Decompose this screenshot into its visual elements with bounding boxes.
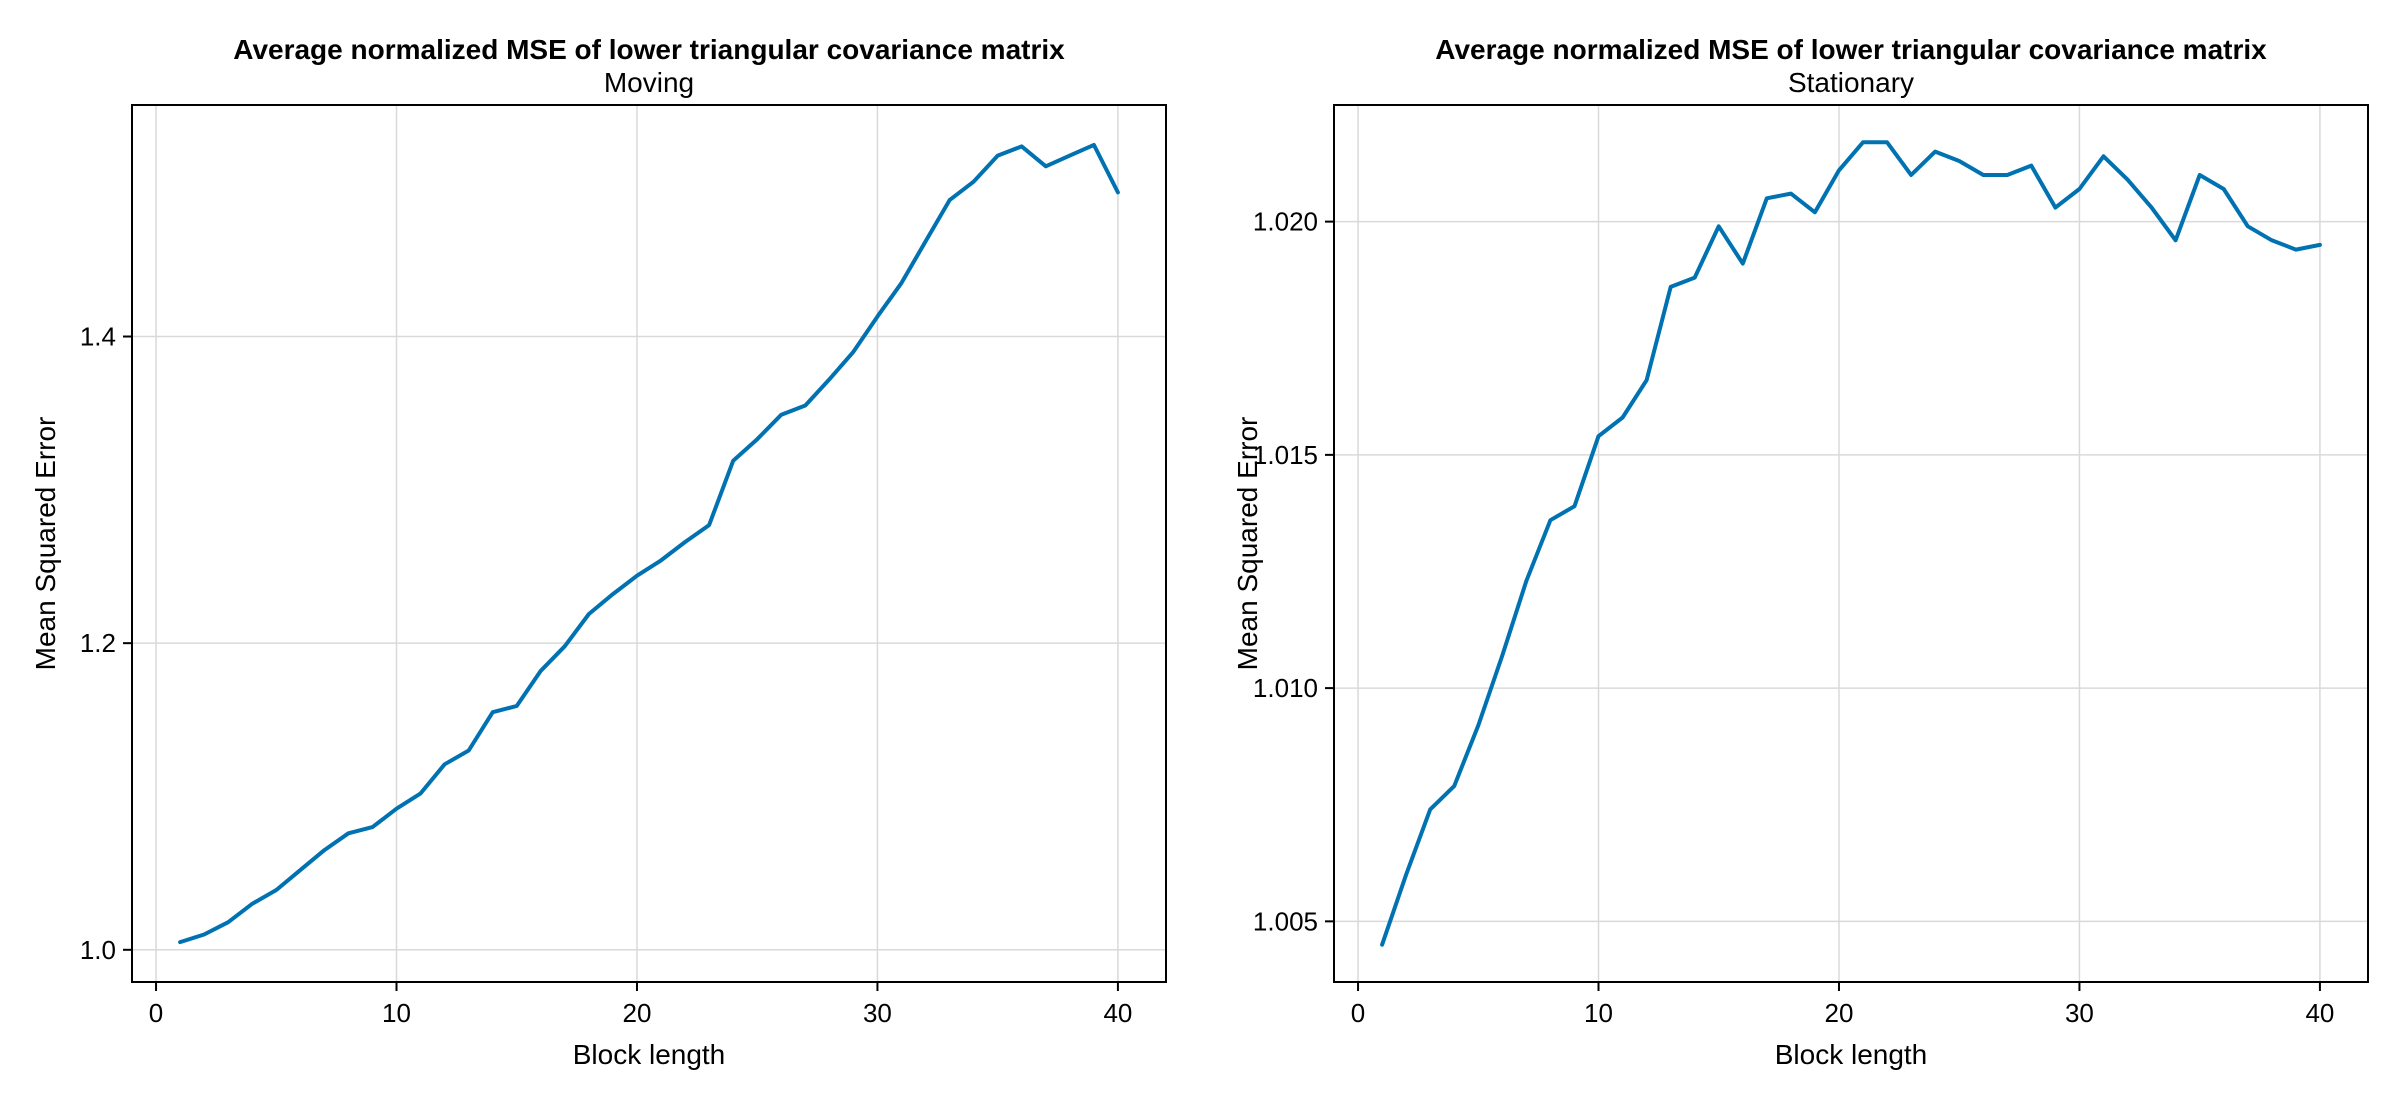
chart-panel-stationary: 0 10 20 30 40 1.005 1.010 1.015 1.020 Average nor…	[1232, 34, 2369, 1070]
x-tick-label: 30	[2065, 998, 2094, 1028]
plot-frame	[131, 104, 1167, 983]
y-tick-label: 1.4	[80, 322, 116, 352]
chart-title: Average normalized MSE of lower triangul…	[233, 34, 1065, 65]
y-tick-label: 1.010	[1253, 673, 1318, 703]
x-tick-label: 20	[1825, 998, 1854, 1028]
x-tick-label: 10	[382, 998, 411, 1028]
y-axis-label: Mean Squared Error	[30, 417, 61, 671]
x-tick-label: 10	[1584, 998, 1613, 1028]
x-axis-label: Block length	[1775, 1039, 1928, 1070]
y-tick-label: 1.0	[80, 935, 116, 965]
y-tick-label: 1.015	[1253, 440, 1318, 470]
x-tick-label: 30	[863, 998, 892, 1028]
plot-frame	[1333, 104, 2369, 983]
chart-subtitle: Moving	[604, 67, 694, 98]
x-axis-label: Block length	[573, 1039, 726, 1070]
y-tick-label: 1.020	[1253, 207, 1318, 237]
x-tick-label: 40	[1103, 998, 1132, 1028]
chart-subtitle: Stationary	[1788, 67, 1914, 98]
x-tick-label: 20	[623, 998, 652, 1028]
chart-panel-moving: 0 10 20 30 40 1.0 1.2 1.4 Average normalized MSE…	[30, 34, 1167, 1070]
series-line	[178, 142, 1120, 945]
chart-title: Average normalized MSE of lower triangul…	[1435, 34, 2267, 65]
x-tick-label: 40	[2305, 998, 2334, 1028]
y-axis-label: Mean Squared Error	[1232, 417, 1263, 671]
x-tick-label: 0	[149, 998, 163, 1028]
series-line	[1380, 140, 2322, 947]
x-tick-label: 0	[1351, 998, 1365, 1028]
y-tick-label: 1.2	[80, 628, 116, 658]
y-tick-label: 1.005	[1253, 906, 1318, 936]
